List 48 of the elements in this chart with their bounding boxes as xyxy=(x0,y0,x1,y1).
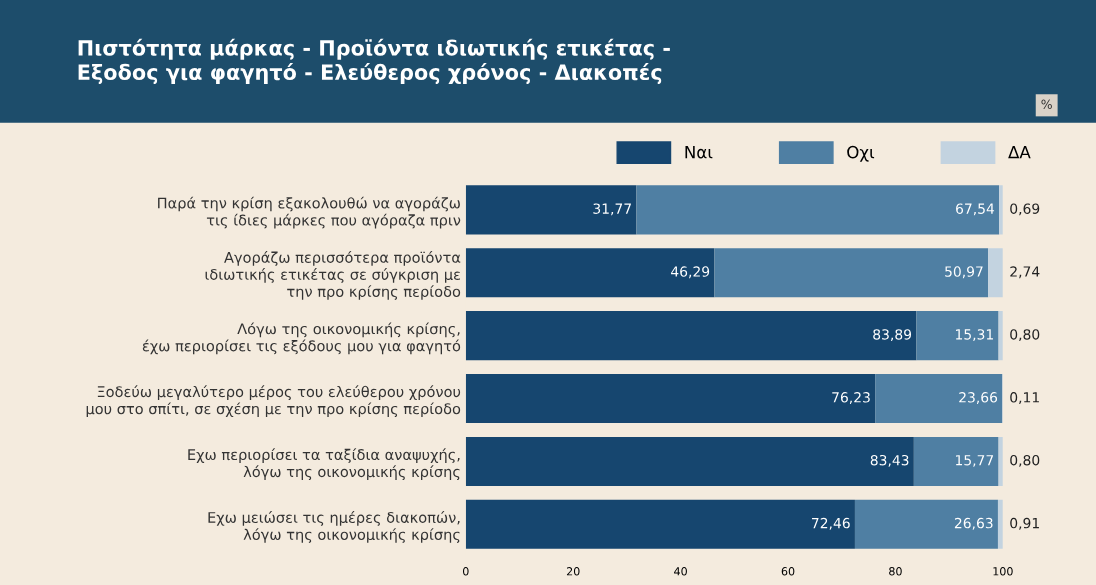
x-tick-label: 100 xyxy=(993,567,1013,576)
data-label: 2,74 xyxy=(1010,266,1040,279)
x-tick-label: 20 xyxy=(566,567,580,576)
data-label: 0,69 xyxy=(1010,203,1040,216)
bar xyxy=(465,374,876,424)
legend-label: ΔΑ xyxy=(1008,146,1031,159)
data-label: 50,97 xyxy=(945,266,983,279)
y-tick-label: Εχω περιορίσει τα ταξίδια αναψυχής, λόγω της οικονομικής κρίσης xyxy=(188,448,460,481)
data-label: 0,80 xyxy=(1010,329,1040,342)
bar xyxy=(465,248,715,298)
y-tick-label: Παρά την κρίση εξακολουθώ να αγοράζω τις ίδιες μάρκες που αγόραζα πριν xyxy=(158,196,461,229)
legend-label: Οχι xyxy=(847,145,875,162)
data-label: 67,54 xyxy=(956,203,995,216)
data-label: 72,46 xyxy=(812,517,850,530)
bar xyxy=(916,311,999,361)
data-label: 0,91 xyxy=(1010,517,1039,530)
bar xyxy=(913,436,999,486)
bar xyxy=(854,499,998,549)
bar xyxy=(465,436,914,486)
x-tick-label: 60 xyxy=(781,567,795,576)
text: % xyxy=(1041,99,1052,109)
bar xyxy=(465,311,917,361)
data-label: 15,77 xyxy=(956,455,994,467)
x-tick-label: 40 xyxy=(674,567,687,576)
y-tick-label: Λόγω της οικονομικής κρίσης, έχω περιορίσει τις εξόδους μου για φαγητό xyxy=(142,322,461,355)
bar xyxy=(988,248,1003,298)
legend-label: Ναι xyxy=(685,146,713,159)
y-tick-label: Ξοδεύω μεγαλύτερο μέρος του ελεύθερου χρόνου μου στο σπίτι, σε σχέση με την προ κρίσης περίοδο xyxy=(86,385,461,418)
x-tick-label: 0 xyxy=(463,567,469,576)
y-tick-label: Εχω μειώσει τις ημέρες διακοπών, λόγω της οικονομικής κρίσης xyxy=(208,511,460,543)
data-label: 26,63 xyxy=(954,517,993,530)
bar xyxy=(875,374,1003,424)
data-label: 0,11 xyxy=(1010,392,1039,404)
x-tick-label: 80 xyxy=(889,567,902,576)
y-tick-label: Αγοράζω περισσότερα προϊόντα ιδιωτικής ετικέτας σε σύγκριση με την προ κρίσης περίοδο xyxy=(205,251,461,300)
bar xyxy=(636,185,1000,235)
bar xyxy=(465,185,637,235)
data-label: 31,77 xyxy=(593,203,631,216)
data-label: 0,80 xyxy=(1010,454,1040,467)
chart-title: Πιστότητα μάρκας - Προϊόντα ιδιωτικής ετικέτας - Εξοδος για φαγητό - Ελεύθερος χρόνος - Διακοπές xyxy=(78,38,670,85)
data-label: 15,31 xyxy=(956,329,993,342)
data-label: 46,29 xyxy=(671,266,710,279)
bar xyxy=(465,499,855,549)
data-label: 83,43 xyxy=(870,454,909,467)
data-label: 76,23 xyxy=(832,392,870,404)
data-label: 83,89 xyxy=(873,329,912,342)
bar xyxy=(714,248,989,298)
data-label: 23,66 xyxy=(959,392,998,404)
